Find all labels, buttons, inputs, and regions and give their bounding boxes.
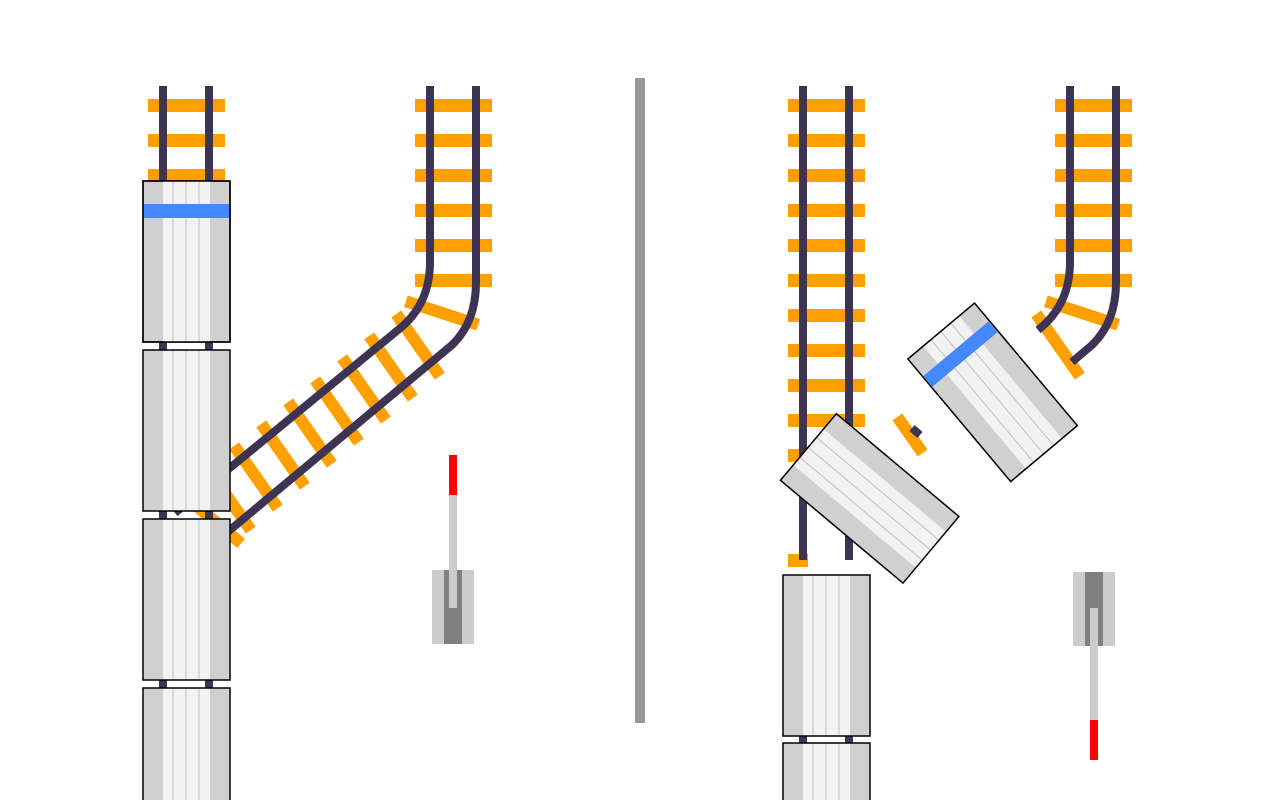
right-scene — [779, 86, 1132, 800]
train-car-icon — [142, 518, 231, 681]
scene-divider — [635, 78, 645, 723]
train-car-icon — [782, 742, 871, 800]
front-marker — [144, 204, 229, 218]
train-car-icon — [142, 687, 231, 800]
train-car-icon — [779, 412, 960, 585]
train-car-icon — [906, 302, 1079, 483]
lever-switch-icon[interactable] — [432, 455, 474, 644]
lever-rod — [449, 490, 457, 608]
lever-rod — [1090, 608, 1098, 726]
lever-handle — [449, 455, 457, 495]
train-car-icon — [142, 180, 231, 343]
left-train — [142, 180, 231, 800]
lever-switch-icon[interactable] — [1073, 572, 1115, 760]
lever-handle — [1090, 720, 1098, 760]
front-marker — [923, 321, 998, 387]
left-scene — [142, 86, 492, 800]
right-train — [779, 302, 1079, 800]
train-car-icon — [782, 574, 871, 737]
train-car-icon — [142, 349, 231, 512]
